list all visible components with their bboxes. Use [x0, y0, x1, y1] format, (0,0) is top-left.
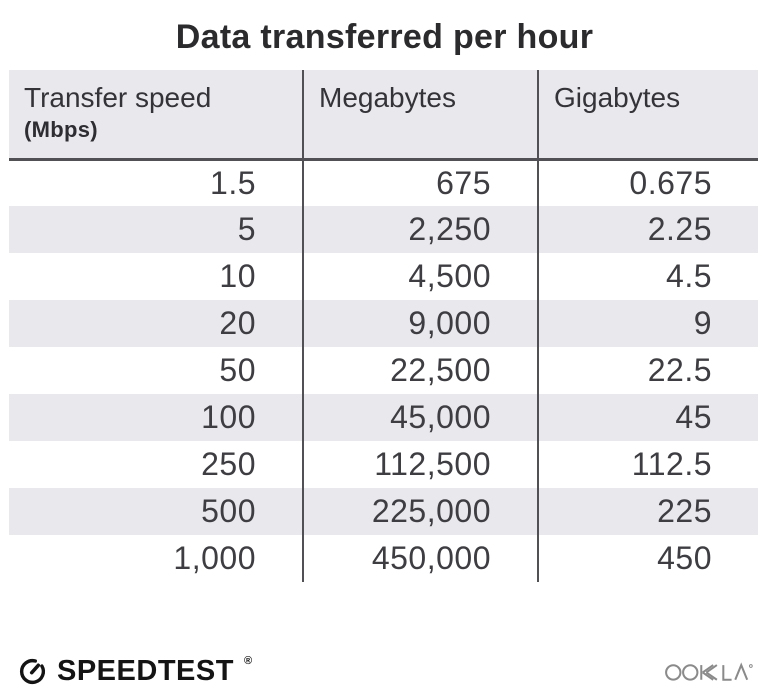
table-row: 250 112,500 112.5	[9, 441, 758, 488]
table-cell: 100	[201, 399, 256, 435]
table-cell: 45,000	[302, 394, 538, 441]
col-header-label: Megabytes	[319, 82, 456, 113]
table-cell: 2.25	[537, 206, 758, 253]
table-row: 1,000 450,000 450	[9, 535, 758, 582]
table-row: 10 4,500 4.5	[9, 253, 758, 300]
col-header-transfer-speed: Transfer speed (Mbps)	[9, 70, 303, 161]
table-cell: 1,000	[173, 540, 256, 576]
col-header-sublabel: (Mbps)	[24, 117, 98, 142]
table-cell: 10	[219, 258, 256, 294]
speedtest-logo: SPEEDTEST ®	[17, 654, 253, 688]
col-header-label: Gigabytes	[554, 82, 681, 113]
table-cell: 50	[219, 352, 256, 388]
table-cell: 4,500	[302, 253, 538, 300]
speedtest-gauge-icon	[19, 658, 46, 684]
col-header-gigabytes: Gigabytes	[537, 70, 758, 161]
table-cell: 250	[201, 446, 256, 482]
table-row: 5 2,250 2.25	[9, 206, 758, 253]
col-header-label: Transfer speed	[24, 82, 212, 113]
table-row: 100 45,000 45	[9, 394, 758, 441]
table-header: Transfer speed (Mbps) Megabytes Gigabyte…	[9, 70, 758, 161]
table-cell: 22,500	[302, 347, 538, 394]
footer: SPEEDTEST ®	[17, 650, 755, 692]
table-cell: 450,000	[302, 535, 538, 582]
table-row: 50 22,500 22.5	[9, 347, 758, 394]
table-cell: 450	[537, 535, 758, 582]
table-body: 1.5 675 0.675 5 2,250 2.25 10 4,500 4.5 20 9,000 9 5…	[9, 159, 758, 582]
ookla-logo	[665, 660, 755, 683]
table-cell: 5	[237, 211, 256, 247]
table-cell: 0.675	[537, 159, 758, 206]
registered-trademark-icon: ®	[243, 655, 253, 667]
table-cell: 112,500	[302, 441, 538, 488]
table-cell: 675	[302, 159, 538, 206]
table-cell: 1.5	[210, 164, 256, 201]
col-header-megabytes: Megabytes	[302, 70, 538, 161]
data-table: Transfer speed (Mbps) Megabytes Gigabyte…	[9, 70, 758, 582]
table-row: 20 9,000 9	[9, 300, 758, 347]
table-cell: 45	[537, 394, 758, 441]
speedtest-wordmark: SPEEDTEST	[57, 654, 234, 687]
header-row: Transfer speed (Mbps) Megabytes Gigabyte…	[9, 70, 758, 161]
ookla-wordmark-icon	[665, 661, 753, 681]
table-cell: 112.5	[537, 441, 758, 488]
table-cell: 9	[537, 300, 758, 347]
table-cell: 225	[537, 488, 758, 535]
chart-title: Data transferred per hour	[175, 18, 594, 56]
table-cell: 2,250	[302, 206, 538, 253]
table-cell: 22.5	[537, 347, 758, 394]
table-row: 500 225,000 225	[9, 488, 758, 535]
table-cell: 500	[201, 493, 256, 529]
table-cell: 20	[219, 305, 256, 341]
table-cell: 9,000	[302, 300, 538, 347]
table-row: 1.5 675 0.675	[9, 159, 758, 206]
table-cell: 225,000	[302, 488, 538, 535]
table-cell: 4.5	[537, 253, 758, 300]
